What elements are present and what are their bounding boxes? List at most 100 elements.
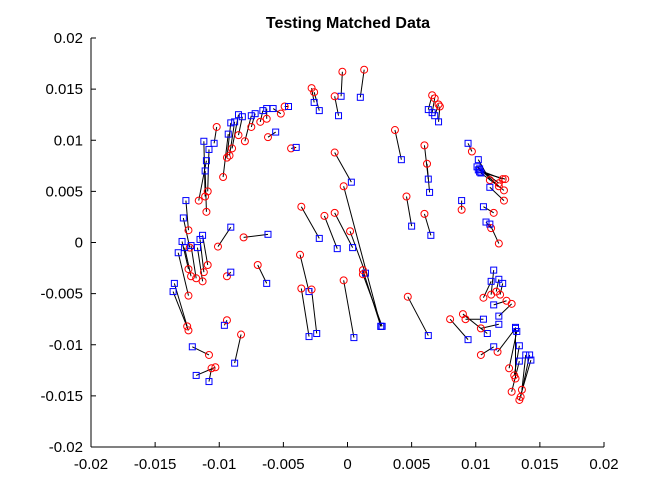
square-point [512,323,520,331]
square-point [495,320,503,328]
circle-point [310,88,319,97]
square-point [476,165,484,173]
circle-point [360,65,369,74]
square-point [238,113,246,121]
circle-point [237,330,246,339]
y-tick-label: -0.005 [40,286,83,303]
square-point [526,351,534,359]
circle-point [430,94,439,103]
square-point [259,107,267,115]
match-line [406,196,413,227]
point-markers [169,65,535,404]
circle-point [479,293,488,302]
square-point [285,103,293,111]
match-line [226,122,232,158]
square-point [490,266,498,274]
circle-point [212,122,221,131]
circle-point [276,109,285,118]
match-line [480,346,494,356]
circle-point [222,272,231,281]
match-line [467,143,473,152]
square-point [292,143,300,151]
square-point [495,312,503,320]
circle-point [467,147,476,156]
square-point [231,359,239,367]
match-line [300,206,320,239]
circle-point [330,208,339,217]
circle-point [498,175,507,184]
square-point [527,356,535,364]
match-line [511,360,520,392]
square-point [490,343,498,351]
match-line [521,354,527,390]
circle-point [494,182,503,191]
circle-point [185,243,194,252]
x-tick-label: 0.01 [461,456,490,473]
square-point [458,197,466,205]
x-tick-label: -0.005 [262,456,305,473]
square-point [205,378,213,386]
circle-point [489,208,498,217]
circle-point [402,192,411,201]
circle-point [505,364,514,373]
match-line [300,288,310,337]
square-point [227,223,235,231]
match-line [184,247,192,277]
circle-point [297,284,306,293]
y-tick-label: 0.005 [45,183,83,200]
match-line [499,283,504,295]
circle-point [420,209,429,218]
circle-point [183,322,192,331]
square-point [408,222,416,230]
circle-point [339,276,348,285]
circle-point [476,350,485,359]
match-line [426,163,431,193]
circle-point [507,387,516,396]
square-point [200,137,208,145]
square-point [174,249,182,257]
match-line [259,110,264,122]
circle-point [493,347,502,356]
match-line [438,106,441,122]
match-line [495,279,500,292]
circle-point [307,285,316,294]
match-line [181,241,189,270]
match-line [299,254,310,292]
square-point [315,234,323,242]
square-point [188,343,196,351]
square-point [247,112,255,120]
circle-point [199,268,208,277]
circle-point [501,175,510,184]
circle-point [461,315,470,324]
circle-point [198,277,207,286]
match-line [362,274,383,327]
square-point [515,357,523,365]
circle-point [496,290,505,299]
square-point [464,336,472,344]
square-point [515,342,523,350]
y-tick-label: -0.01 [49,337,83,354]
square-point [210,139,218,147]
circle-point [358,270,367,279]
circle-point [346,227,355,236]
circle-point [204,350,213,359]
square-point [378,322,386,330]
match-line [498,303,513,317]
match-line [394,129,402,160]
circle-point [446,315,455,324]
circle-point [184,265,193,274]
match-line [480,172,505,191]
square-point [231,118,239,126]
circle-point [234,131,243,140]
y-tick-label: -0.015 [40,388,83,405]
match-line [196,247,204,282]
square-point [482,218,490,226]
circle-point [192,274,201,283]
square-point [426,188,434,196]
match-line [177,252,189,296]
circle-point [184,226,193,235]
match-line [272,108,282,115]
match-line [204,170,207,212]
match-line [490,270,495,295]
square-point [350,334,358,342]
